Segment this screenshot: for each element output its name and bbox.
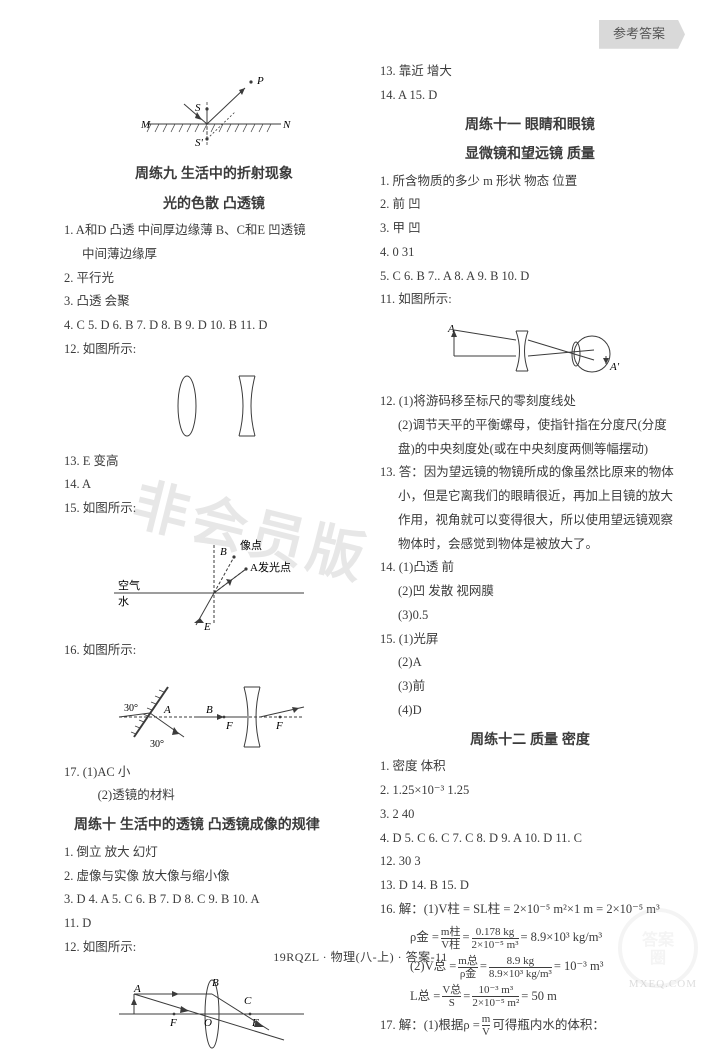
ans-9-2: 2. 平行光 <box>64 267 364 291</box>
figure-lenses <box>129 366 299 446</box>
svg-text:A: A <box>133 983 141 995</box>
ans-11-2: 2. 前 凹 <box>380 193 680 217</box>
ans-11-15-2: (2)A <box>380 651 680 675</box>
ans-12-17: 17. 解：(1)根据ρ = m V 可得瓶内水的体积： <box>380 1013 680 1038</box>
ans-11-13a: 13. 答：因为望远镜的物镜所成的像虽然比原来的物体 <box>380 461 680 485</box>
ans-12-2: 2. 1.25×10⁻³ 1.25 <box>380 779 680 803</box>
ans-9-16: 16. 如图所示: <box>64 639 364 663</box>
ans-10-3to10: 3. D 4. A 5. C 6. B 7. D 8. C 9. B 10. A <box>64 888 364 912</box>
ans-11-12-1: 12. (1)将游码移至标尺的零刻度线处 <box>380 390 680 414</box>
ans-12-1: 1. 密度 体积 <box>380 755 680 779</box>
svg-text:P: P <box>256 75 264 87</box>
svg-text:A发光点: A发光点 <box>250 560 291 574</box>
c17-den: V <box>482 1025 491 1038</box>
section-9-title-2: 光的色散 凸透镜 <box>64 190 364 217</box>
svg-text:M: M <box>140 119 151 131</box>
left-column: M N S S' P 周练九 生活中的折射现 <box>64 60 364 1058</box>
svg-text:30°: 30° <box>124 703 138 714</box>
ans-11-4: 4. 0 31 <box>380 241 680 265</box>
ans-9-14: 14. A <box>64 473 364 497</box>
svg-text:空气: 空气 <box>118 578 140 592</box>
svg-text:F: F <box>169 1017 177 1029</box>
frac1-num: m柱 <box>441 926 461 938</box>
section-12-title: 周练十二 质量 密度 <box>380 726 680 753</box>
frac3-num2: 10⁻³ m³ <box>472 984 519 996</box>
content-columns: M N S S' P 周练九 生活中的折射现 <box>64 60 684 1058</box>
figure-mirror-lens: 30° 30° A B F F <box>104 667 324 757</box>
figure-light-reflection: M N S S' P <box>129 64 299 156</box>
ans-9-12: 12. 如图所示: <box>64 338 364 362</box>
ans-10-13: 13. 靠近 增大 <box>380 60 680 84</box>
svg-text:F: F <box>275 720 283 732</box>
ans-11-13c: 作用，视角就可以变得很大，所以使用望远镜观察 <box>380 509 680 533</box>
ans-9-17-2: (2)透镜的材料 <box>64 784 364 808</box>
svg-text:S: S <box>195 102 201 114</box>
frac3-den2: 2×10⁻⁵ m² <box>472 996 519 1009</box>
ans-11-14-3: (3)0.5 <box>380 604 680 628</box>
svg-text:A': A' <box>609 361 620 373</box>
svg-text:水: 水 <box>118 595 129 608</box>
ans-9-3: 3. 凸透 会聚 <box>64 290 364 314</box>
figure-convex-lens-ray: A B C O F F <box>104 964 324 1054</box>
ans-11-12-2b: 盘)的中央刻度处(或在中央刻度两侧等幅摆动) <box>380 438 680 462</box>
c17-num: m <box>482 1013 491 1025</box>
frac3-num: V总 <box>442 984 461 996</box>
ans-10-14-15: 14. A 15. D <box>380 84 680 108</box>
section-9-title-1: 周练九 生活中的折射现象 <box>64 160 364 187</box>
ans-12-16-l1: 16. 解：(1)V柱 = SL柱 = 2×10⁻⁵ m²×1 m = 2×10… <box>380 898 680 922</box>
section-11-title-2: 显微镜和望远镜 质量 <box>380 140 680 167</box>
svg-text:S': S' <box>195 137 204 149</box>
svg-text:F: F <box>225 720 233 732</box>
c17-left: 17. 解：(1)根据ρ = <box>380 1014 480 1038</box>
figure-eye-lens: A A' <box>420 316 640 386</box>
ans-9-1b: 中间薄边缘厚 <box>64 243 364 267</box>
ans-10-11: 11. D <box>64 912 364 936</box>
ans-9-13: 13. E 变高 <box>64 450 364 474</box>
ans-11-5to10: 5. C 6. B 7.. A 8. A 9. B 10. D <box>380 265 680 289</box>
svg-text:A: A <box>163 704 171 716</box>
svg-text:O: O <box>204 1017 212 1029</box>
frac3-den: S <box>442 996 461 1009</box>
ans-11-3: 3. 甲 凹 <box>380 217 680 241</box>
ans-11-15-4: (4)D <box>380 699 680 723</box>
ans-12-3: 3. 2 40 <box>380 803 680 827</box>
ans-11-14-1: 14. (1)凸透 前 <box>380 556 680 580</box>
ans-11-15-3: (3)前 <box>380 675 680 699</box>
ans-9-1a: 1. A和D 凸透 中间厚边缘薄 B、C和E 凹透镜 <box>64 219 364 243</box>
section-10-title: 周练十 生活中的透镜 凸透镜成像的规律 <box>64 811 364 838</box>
site-watermark-text: MXEQ.COM <box>629 974 697 995</box>
page-footer: 19RQZL · 物理(八-上) · 答案-11 <box>0 946 721 969</box>
ans-9-17-1: 17. (1)AC 小 <box>64 761 364 785</box>
ans-12-13to15: 13. D 14. B 15. D <box>380 874 680 898</box>
ans-11-14-2: (2)凹 发散 视网膜 <box>380 580 680 604</box>
right-column: 13. 靠近 增大 14. A 15. D 周练十一 眼睛和眼镜 显微镜和望远镜… <box>380 60 680 1058</box>
ans-9-4to11: 4. C 5. D 6. B 7. D 8. B 9. D 10. B 11. … <box>64 314 364 338</box>
svg-text:B: B <box>212 977 219 989</box>
ans-11-13d: 物体时，会感觉到物体是被放大了。 <box>380 533 680 557</box>
ans-10-2: 2. 虚像与实像 放大像与缩小像 <box>64 865 364 889</box>
svg-text:E: E <box>203 621 211 633</box>
svg-text:N: N <box>282 119 291 131</box>
ans-9-15: 15. 如图所示: <box>64 497 364 521</box>
ans-11-11: 11. 如图所示: <box>380 288 680 312</box>
frac1-num2: 0.178 kg <box>472 926 519 938</box>
svg-text:B: B <box>220 546 227 558</box>
ans-11-1: 1. 所含物质的多少 m 形状 物态 位置 <box>380 170 680 194</box>
header-badge: 参考答案 <box>599 20 685 49</box>
ans-11-13b: 小，但是它离我们的眼睛很近，再加上目镜的放大 <box>380 485 680 509</box>
svg-text:像点: 像点 <box>240 539 262 552</box>
ans-11-12-2a: (2)调节天平的平衡螺母，使指针指在分度尺(分度 <box>380 414 680 438</box>
c17-right: 可得瓶内水的体积： <box>492 1014 605 1038</box>
figure-refraction: 空气 水 A发光点 B 像点 E <box>104 525 324 635</box>
ans-12-4to11: 4. D 5. C 6. C 7. C 8. D 9. A 10. D 11. … <box>380 827 680 851</box>
section-11-title-1: 周练十一 眼睛和眼镜 <box>380 111 680 138</box>
svg-text:B: B <box>206 704 213 716</box>
ans-12-12: 12. 30 3 <box>380 850 680 874</box>
ans-11-15-1: 15. (1)光屏 <box>380 628 680 652</box>
svg-text:30°: 30° <box>150 739 164 750</box>
ans-10-1: 1. 倒立 放大 幻灯 <box>64 841 364 865</box>
